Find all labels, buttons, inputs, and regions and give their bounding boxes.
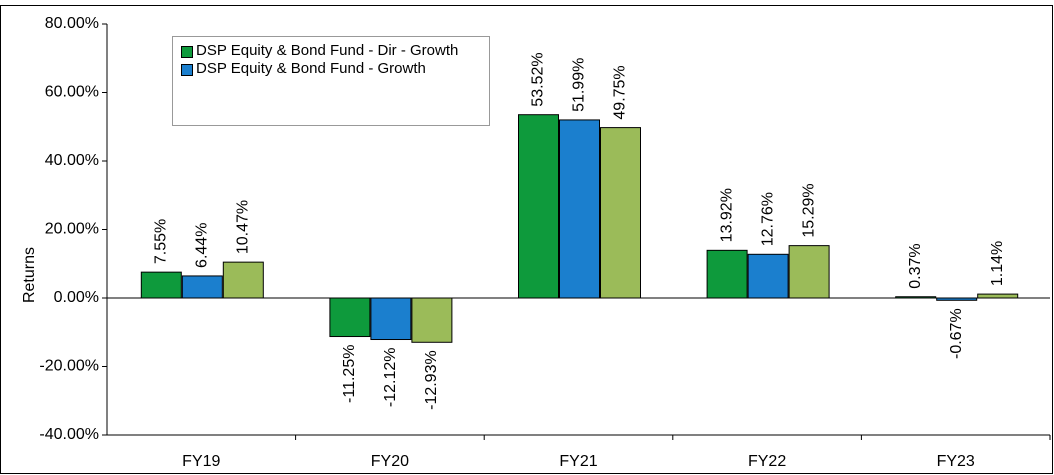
legend: DSP Equity & Bond Fund - Dir - Growth DSP… [172, 36, 490, 126]
bar [222, 261, 264, 299]
data-label: -11.25% [341, 345, 358, 403]
bar [140, 271, 182, 299]
y-tick-label: 20.00% [45, 221, 99, 238]
bar [411, 297, 453, 343]
data-label: 10.47% [235, 200, 252, 254]
bar [370, 297, 412, 341]
bar [329, 297, 371, 338]
y-tick-label: 80.00% [45, 15, 99, 32]
x-tick-label: FY22 [748, 453, 786, 470]
bar [977, 293, 1019, 299]
data-label: 53.52% [530, 52, 547, 106]
y-tick-label: 60.00% [45, 84, 99, 101]
data-label: -12.12% [382, 348, 399, 408]
bar [895, 296, 937, 299]
data-label: 12.76% [759, 192, 776, 246]
legend-label: DSP Equity & Bond Fund - Growth [196, 60, 426, 77]
x-tick-label: FY19 [182, 453, 220, 470]
data-label: 1.14% [989, 241, 1006, 286]
bar [788, 245, 830, 299]
bar [706, 249, 748, 299]
data-label: 7.55% [153, 219, 170, 264]
x-tick-label: FY20 [371, 453, 409, 470]
x-tick-label: FY23 [937, 453, 975, 470]
bar [600, 127, 641, 299]
x-tick-label: FY21 [559, 453, 597, 470]
y-tick-label: -40.00% [39, 426, 99, 443]
legend-swatch [181, 46, 193, 58]
y-tick-label: 0.00% [54, 289, 99, 306]
y-tick-label: 40.00% [45, 152, 99, 169]
y-tick-label: -20.00% [39, 358, 99, 375]
data-label: -12.93% [423, 350, 440, 410]
bar [559, 119, 600, 299]
bar [181, 275, 223, 299]
bar [936, 297, 978, 301]
legend-entry: DSP Equity & Bond Fund - Growth [181, 61, 481, 77]
legend-entry: DSP Equity & Bond Fund - Dir - Growth [181, 43, 481, 59]
data-label: 15.29% [800, 183, 817, 237]
data-label: 51.99% [571, 58, 588, 112]
data-label: 0.37% [907, 243, 924, 288]
legend-label: DSP Equity & Bond Fund - Dir - Growth [196, 42, 459, 59]
data-label: -0.67% [948, 308, 965, 359]
data-label: 13.92% [718, 188, 735, 242]
frame [0, 5, 1053, 474]
data-label: 6.44% [194, 223, 211, 268]
data-label: 49.75% [612, 65, 629, 119]
y-axis-label: Returns [21, 247, 38, 303]
bar [747, 253, 789, 299]
legend-swatch [181, 64, 193, 76]
bar [518, 114, 559, 299]
